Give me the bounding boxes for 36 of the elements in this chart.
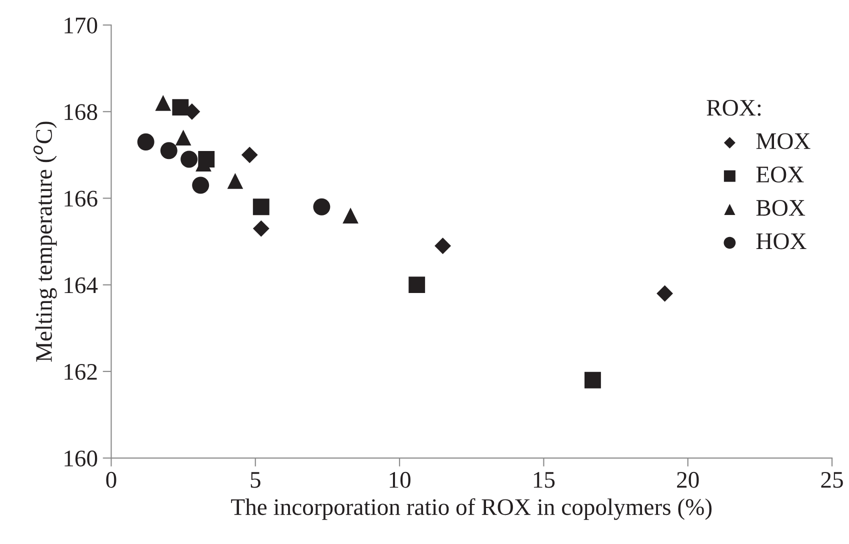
x-tick-label: 20 xyxy=(677,472,699,488)
x-tick-label: 10 xyxy=(390,472,410,488)
y-tick-label: 160 xyxy=(64,450,98,466)
x-tick-label: 5 xyxy=(250,472,260,488)
legend-label: MOX xyxy=(756,133,810,150)
y-tick-label: 168 xyxy=(64,104,98,120)
point xyxy=(192,176,210,194)
point xyxy=(584,372,601,388)
point xyxy=(175,130,192,146)
point xyxy=(313,198,330,216)
x-tick-label: 15 xyxy=(534,472,555,488)
point xyxy=(172,99,189,116)
point xyxy=(155,95,172,111)
legend-label: HOX xyxy=(756,233,806,250)
point xyxy=(434,238,452,254)
legend-title: ROX: xyxy=(706,100,761,116)
point xyxy=(227,172,244,189)
y-tick-label: 162 xyxy=(64,364,97,380)
y-tick-label: 166 xyxy=(64,190,98,207)
legend-label: BOX xyxy=(756,200,806,216)
x-tick-label: 0 xyxy=(106,472,116,488)
y-tick-label: 170 xyxy=(64,18,98,34)
point xyxy=(137,133,154,150)
x-tick-label: 25 xyxy=(821,472,843,488)
point xyxy=(180,150,198,168)
point xyxy=(342,208,358,224)
x-axis-title: The incorporation ratio of ROX in copolymers (%) xyxy=(231,498,712,520)
point xyxy=(241,146,258,164)
legend-label: EOX xyxy=(756,166,804,182)
point xyxy=(252,198,270,216)
y-tick-label: 164 xyxy=(64,277,98,294)
point xyxy=(252,220,270,237)
y-axis-title: Melting temperature ($^{o}$C) xyxy=(33,122,57,362)
point xyxy=(160,142,178,160)
point xyxy=(408,276,426,294)
point xyxy=(656,285,674,302)
